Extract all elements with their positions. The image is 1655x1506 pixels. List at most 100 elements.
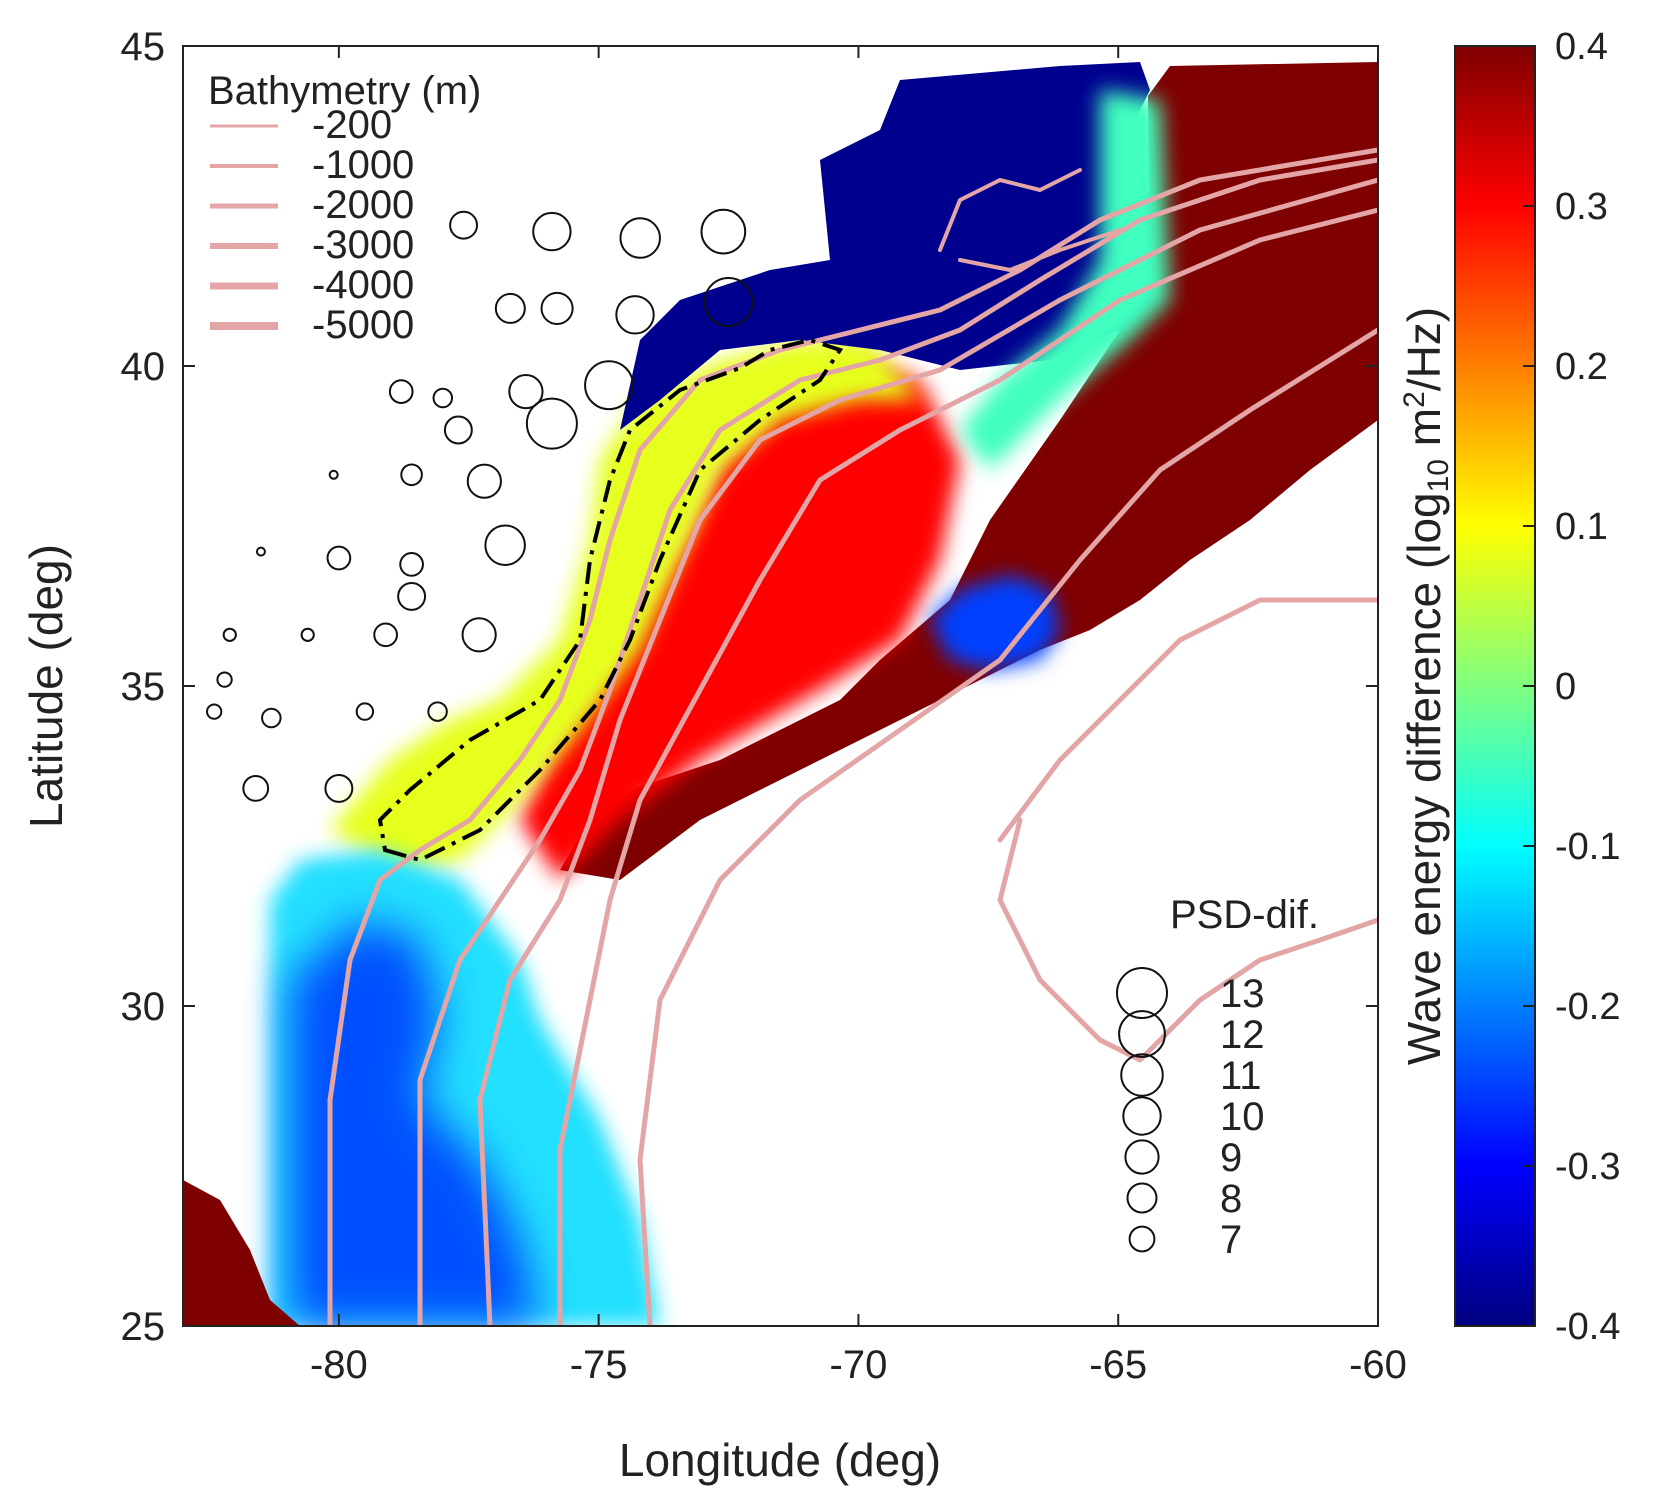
station-circle — [432, 387, 454, 409]
y-tick-label: 25 — [121, 1305, 166, 1349]
colorbar-tick-label: 0.2 — [1555, 346, 1608, 388]
psd-legend-label: 7 — [1220, 1218, 1242, 1262]
bathymetry-legend-label: -200 — [312, 103, 392, 147]
bathymetry-legend-label: -2000 — [312, 183, 414, 227]
station-circle — [355, 702, 375, 721]
bathymetry-contours — [327, 147, 1378, 1326]
bathymetry-legend-label: -4000 — [312, 263, 414, 307]
station-circle — [242, 775, 270, 802]
colorbar-label-sub: 10 — [1422, 459, 1455, 492]
x-tick-label: -75 — [570, 1343, 628, 1387]
y-tick-label: 45 — [121, 25, 166, 69]
psd-legend-circle — [1116, 967, 1168, 1019]
x-tick-label: -80 — [310, 1343, 368, 1387]
y-tick-label: 30 — [121, 985, 166, 1029]
colorbar-tick-label: 0 — [1555, 666, 1576, 708]
station-circle — [619, 217, 661, 259]
psd-legend-title: PSD-dif. — [1170, 893, 1319, 937]
contour-4000 — [637, 327, 1378, 1326]
station-circle — [494, 292, 526, 324]
station-circle — [373, 622, 398, 648]
station-circle — [222, 627, 237, 642]
station-circle — [255, 546, 266, 557]
psd-legend-circle — [1122, 1096, 1162, 1136]
station-circle — [466, 463, 502, 499]
field-gulf-blue-ring — [930, 575, 1060, 670]
station-circle — [399, 552, 424, 577]
contour-1000 — [417, 157, 1378, 1326]
psd-legend-label: 9 — [1220, 1136, 1242, 1180]
colorbar-label: Wave energy difference (log10 m2/Hz) — [1398, 307, 1455, 1065]
x-tick-label: -65 — [1089, 1343, 1147, 1387]
y-axis-label: Latitude (deg) — [20, 544, 72, 828]
station-circle — [261, 707, 282, 729]
psd-legend-label: 8 — [1220, 1177, 1242, 1221]
psd-legend-circle — [1120, 1053, 1164, 1097]
station-circle — [216, 671, 233, 688]
contour-200 — [327, 147, 1378, 1326]
station-circle — [525, 397, 578, 450]
psd-legend-circle — [1118, 1010, 1166, 1058]
bathymetry-legend-label: -3000 — [312, 223, 414, 267]
colorbar-tick-label: -0.1 — [1555, 826, 1620, 868]
station-circle — [449, 210, 479, 240]
psd-legend-label: 13 — [1220, 972, 1265, 1016]
colorbar-tick-label: -0.2 — [1555, 986, 1620, 1028]
station-markers — [206, 208, 754, 803]
colorbar-label-unit: m — [1398, 408, 1450, 459]
field-ne-cyan — [960, 90, 1170, 470]
y-axis: 25 30 35 40 45 — [121, 25, 1378, 1349]
station-circle — [427, 701, 448, 722]
bathymetry-legend-label: -5000 — [312, 303, 414, 347]
station-circle — [328, 469, 339, 480]
station-circle — [400, 463, 423, 487]
station-circle — [508, 374, 544, 410]
station-circle — [461, 617, 497, 653]
station-circle — [388, 379, 414, 404]
colorbar-tick-label: -0.4 — [1555, 1306, 1620, 1348]
station-circle — [300, 627, 315, 642]
station-circle — [484, 524, 526, 566]
highlight-region — [377, 337, 844, 863]
field-south-blue — [290, 920, 540, 1326]
station-circle — [703, 277, 754, 327]
station-circle — [540, 291, 574, 325]
contour-north-wiggle — [938, 168, 1122, 272]
x-axis: -80 -75 -70 -65 -60 — [310, 46, 1407, 1387]
station-circle — [584, 360, 634, 411]
station-circle — [615, 295, 655, 335]
bathymetry-legend-entries: -200-1000-2000-3000-4000-5000 — [210, 103, 414, 347]
psd-legend-circle — [1124, 1139, 1160, 1175]
colorbar-tick-label: 0.4 — [1555, 26, 1608, 68]
psd-legend-circle — [1128, 1225, 1156, 1253]
bathymetry-legend-label: -1000 — [312, 143, 414, 187]
contour-3000 — [557, 207, 1378, 1326]
station-circle — [206, 703, 223, 720]
station-circle — [443, 415, 473, 445]
station-circle — [532, 211, 572, 252]
colorbar-label-end: /Hz) — [1398, 307, 1450, 391]
x-tick-label: -70 — [830, 1343, 888, 1387]
colorbar-tick-label: -0.3 — [1555, 1146, 1620, 1188]
bathymetry-legend-title: Bathymetry (m) — [208, 69, 481, 113]
station-circle — [324, 773, 354, 803]
field-north-blue — [620, 62, 1150, 430]
y-tick-label: 35 — [121, 665, 166, 709]
colorbar-gradient — [1454, 45, 1536, 1327]
contour-2000 — [477, 177, 1378, 1326]
station-circle — [700, 208, 747, 255]
station-circle — [326, 545, 352, 571]
psd-legend-label: 12 — [1220, 1013, 1265, 1057]
colorbar-tick-label: 0.1 — [1555, 506, 1608, 548]
x-axis-label: Longitude (deg) — [619, 1434, 941, 1486]
station-circle — [397, 581, 427, 611]
colorbar: 0.4 0.3 0.2 0.1 0 -0.1 -0.2 -0.3 -0.4 Wave energ… — [1398, 26, 1620, 1348]
colorbar-ticks: 0.4 0.3 0.2 0.1 0 -0.1 -0.2 -0.3 -0.4 — [1523, 26, 1620, 1348]
colorbar-label-sup: 2 — [1398, 391, 1431, 408]
x-tick-label: -60 — [1349, 1343, 1407, 1387]
psd-legend-label: 11 — [1220, 1054, 1262, 1098]
